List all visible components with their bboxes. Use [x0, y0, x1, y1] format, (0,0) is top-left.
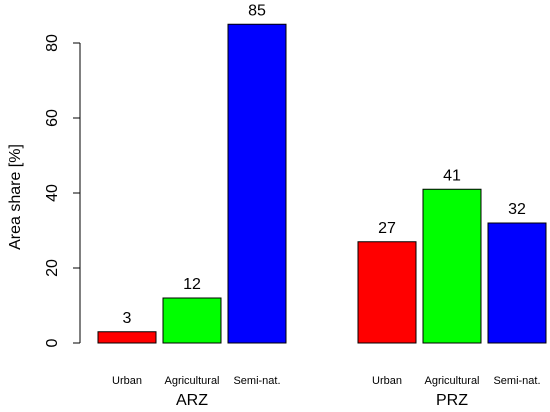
value-label: 12: [183, 276, 201, 293]
category-label: Agricultural: [164, 375, 219, 387]
category-label: Semi-nat.: [233, 375, 280, 387]
group-label-prz: PRZ: [436, 392, 468, 409]
value-label: 85: [248, 2, 266, 19]
y-tick-label: 80: [44, 34, 61, 52]
category-label: Agricultural: [424, 375, 479, 387]
bar-prz-urban: [357, 241, 417, 344]
bar-arz-agricultural: [162, 297, 222, 344]
category-label: Urban: [112, 375, 142, 387]
bar-arz-seminat: [227, 23, 287, 344]
bar-prz-agricultural: [422, 188, 482, 344]
y-axis-title: Area share [%]: [7, 144, 24, 250]
y-tick-label: 20: [44, 259, 61, 277]
category-label: Urban: [372, 375, 402, 387]
category-label: Semi-nat.: [493, 375, 540, 387]
value-label: 3: [123, 310, 132, 327]
value-label: 27: [378, 220, 396, 237]
value-label: 41: [443, 167, 461, 184]
y-tick-label: 0: [44, 338, 61, 347]
y-tick-label: 40: [44, 184, 61, 202]
bar-prz-seminat: [487, 222, 547, 344]
value-label: 32: [508, 201, 526, 218]
y-ticks: 0 20 40 60 80: [44, 34, 80, 347]
bar-arz-urban: [97, 331, 157, 344]
y-tick-label: 60: [44, 109, 61, 127]
group-label-arz: ARZ: [176, 392, 208, 409]
bars: 3 Urban 12 Agricultural 85 Semi-nat. ARZ 27 Urba…: [97, 2, 547, 409]
